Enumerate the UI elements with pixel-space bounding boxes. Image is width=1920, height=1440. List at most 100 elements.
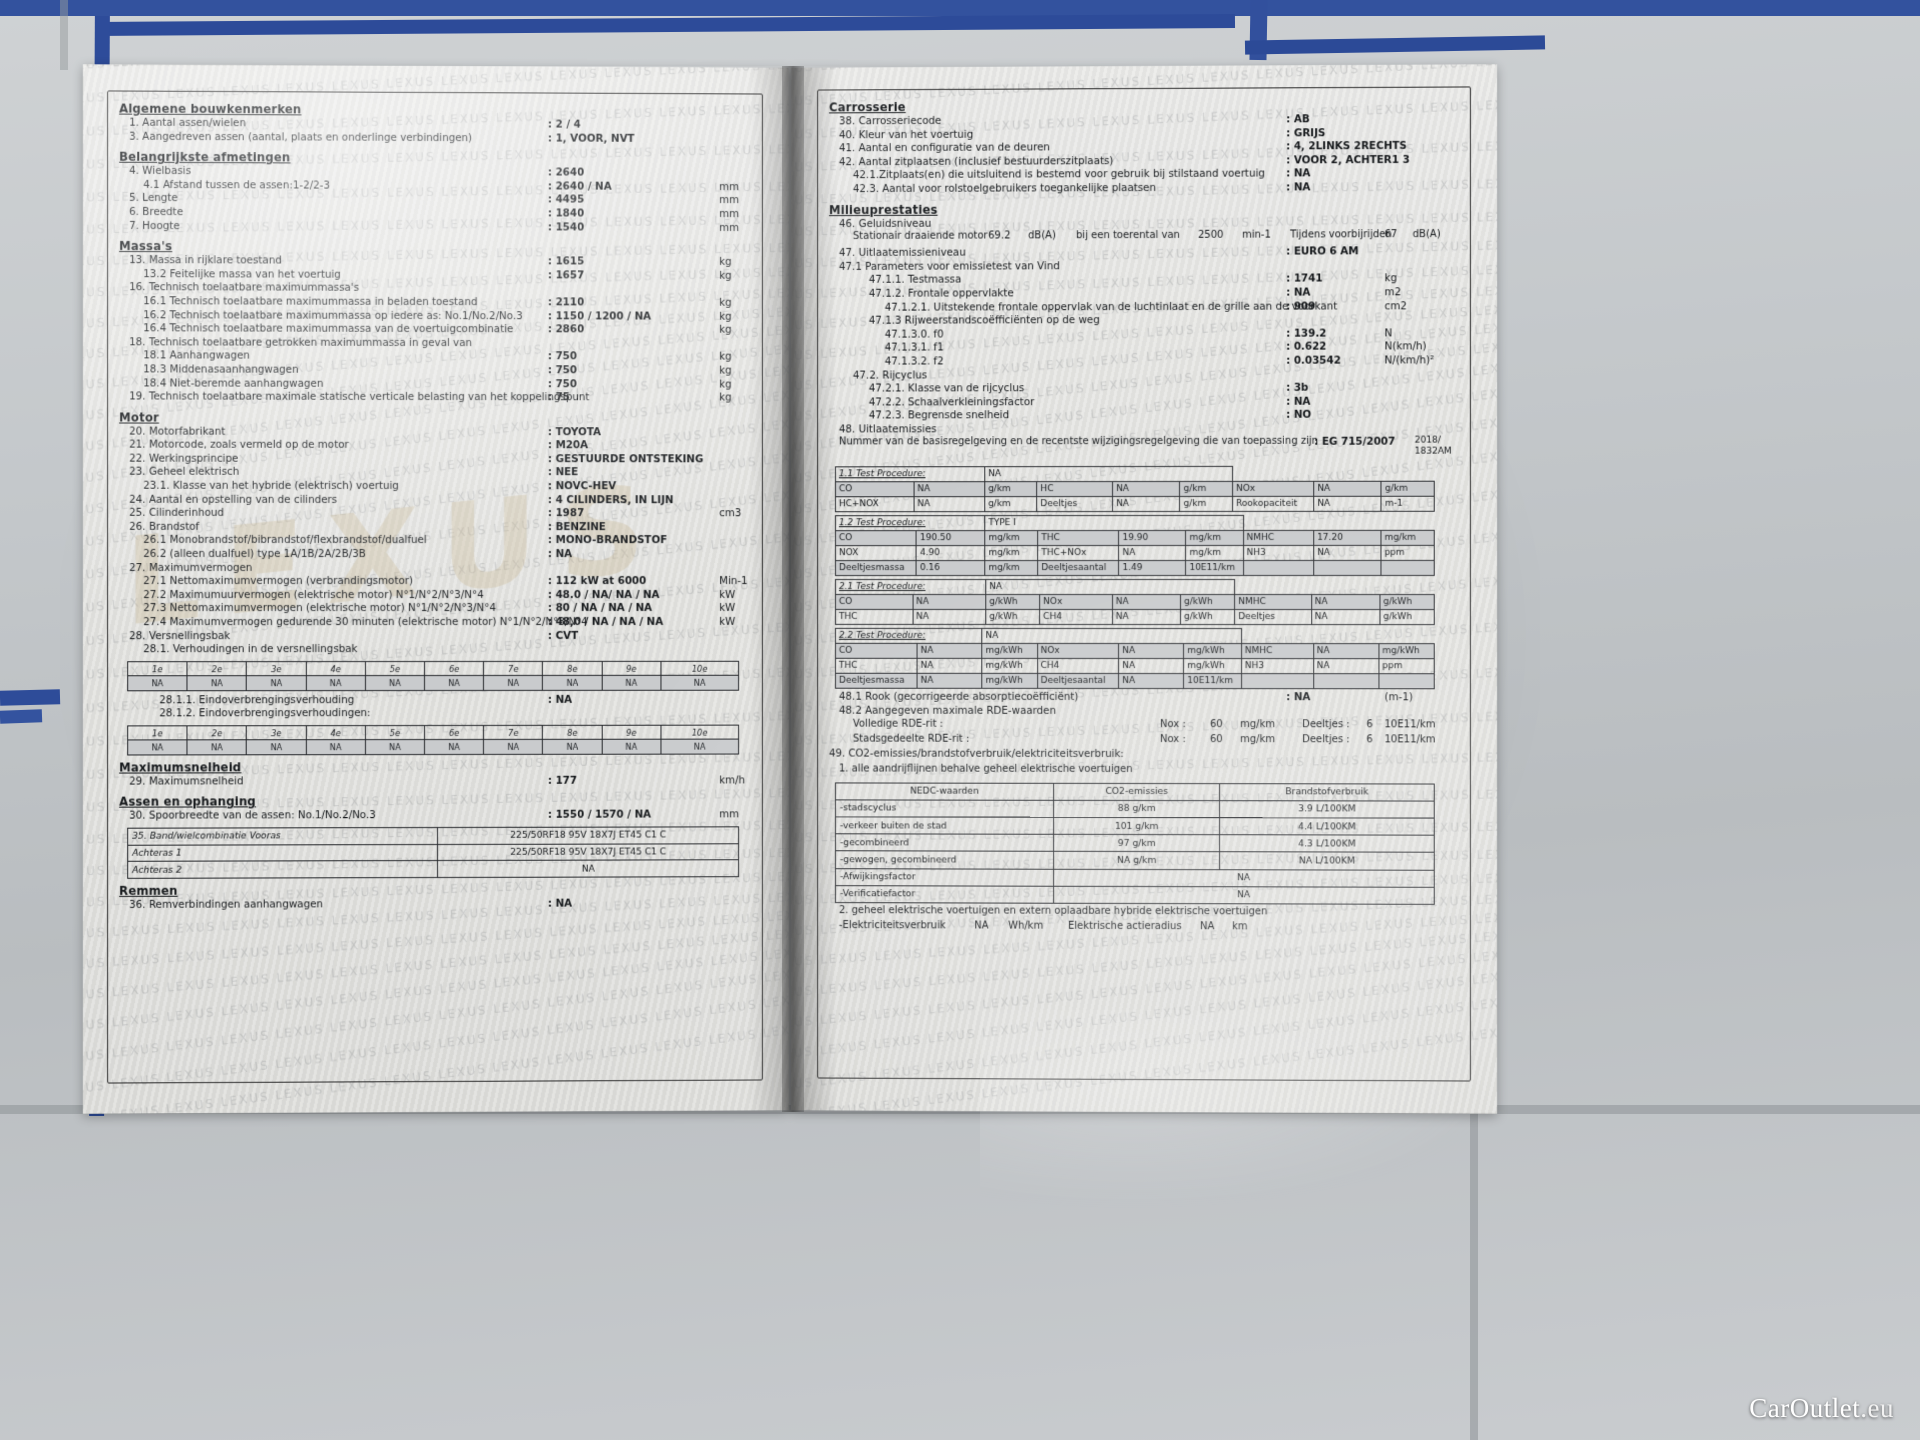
section-heading-environment: Milieuprestaties — [829, 202, 938, 217]
noise-driveby-unit: dB(A) — [1412, 229, 1441, 241]
spec-value: : NA — [547, 897, 573, 910]
spec-label: 36. Remverbindingen aanhangwagen — [129, 898, 323, 911]
emission-name: CO — [835, 594, 913, 610]
nedc-fuel: 3.9 L/100KM — [1219, 800, 1435, 819]
emission-name: CH4 — [1039, 609, 1113, 625]
emission-name: THC — [1037, 530, 1119, 547]
spec-value: : NA — [1286, 286, 1311, 299]
spec-label: 21. Motorcode, zoals vermeld op de motor — [129, 438, 349, 452]
table-row: THC NA mg/kWh CH4 NA mg/kWh NH3 NA ppm — [835, 658, 1435, 675]
tyre-wheel-table: 35. Band/wielcombinatie Vooras 225/50RF18… — [127, 826, 739, 879]
gear-value-cell: NA — [483, 739, 543, 754]
spec-label: 47.2.2. Schaalverkleiningsfactor — [868, 395, 1035, 409]
spec-unit: cm3 — [719, 507, 742, 520]
spec-unit: kg — [719, 296, 732, 309]
emission-name: NMHC — [1234, 594, 1312, 611]
emission-name: NOx — [1232, 481, 1314, 497]
spec-unit: kg — [719, 378, 732, 391]
open-booklet: LEXUS LEXUS LEXUS LEXUS LEXUS LEXUS LEXU… — [82, 64, 1498, 1114]
spec-value: : GRIJS — [1286, 126, 1326, 139]
spec-unit: kW — [719, 615, 736, 628]
emission-name: Deeltjesaantal — [1037, 673, 1119, 689]
table-row: -Afwijkingsfactor NA — [835, 868, 1435, 888]
gear-value-cell: NA — [187, 740, 247, 755]
gear-value-cell: NA — [246, 740, 306, 755]
emission-name: THC — [835, 658, 917, 674]
spec-value: : NO — [1286, 408, 1312, 422]
spec-value: : 0.622 — [1286, 340, 1327, 353]
rde-nox-label: Nox : — [1159, 733, 1186, 745]
gear-header-cell: 5e — [365, 725, 425, 740]
spec-value: : 1540 — [547, 220, 585, 234]
gear-header-cell: 3e — [246, 725, 306, 741]
spec-label: 6. Breedte — [129, 205, 184, 219]
nedc-co2: 88 g/km — [1053, 800, 1220, 818]
spec-value: : NA — [1286, 181, 1311, 194]
nedc-co2: 101 g/km — [1053, 817, 1220, 835]
emission-unit: g/kWh — [985, 609, 1040, 625]
nedc-factor-value: NA — [1053, 868, 1435, 888]
emission-value: NA — [916, 658, 983, 674]
booklet-spine — [782, 66, 804, 1112]
gear-ratio-table-1: 1e 2e 3e 4e 5e 6e 7e 8e 9e 10e NA NA NA NA NA NA NA NA NA N… — [127, 661, 739, 691]
gear-header-cell: 10e — [660, 661, 739, 676]
spec-value: : NEE — [547, 466, 579, 479]
table-row: -gecombineerd 97 g/km 4.3 L/100KM — [835, 834, 1435, 853]
section-heading-masses: Massa's — [119, 239, 173, 254]
spec-value: : TOYOTA — [547, 425, 601, 438]
spec-label: 19. Technisch toelaatbare maximale stati… — [129, 390, 590, 404]
gear-header-cell: 8e — [542, 661, 602, 676]
mass-rows: 13. Massa in rijklare toestand: 1615 kg 13… — [119, 254, 759, 406]
spec-label: 16.1 Technisch toelaatbare maximummassa … — [143, 295, 478, 309]
emission-value: 0.16 — [916, 561, 985, 576]
spec-value: : 1550 / 1570 / NA — [547, 808, 651, 821]
procedure-value: NA — [985, 579, 1235, 595]
spec-label: 5. Lengte — [129, 192, 178, 205]
spec-unit: km/h — [719, 773, 746, 787]
regulation-text: Nummer van de basisregelgeving en de rec… — [838, 436, 1319, 448]
gear-header-cell: 2e — [187, 725, 247, 741]
spec-value: : 1840 — [547, 207, 585, 220]
nedc-header: CO2-emissies — [1053, 782, 1220, 801]
spec-unit: mm — [719, 207, 740, 221]
spec-row: 47.1.3.1. f1: 0.622 N(km/h) — [829, 340, 1469, 357]
spec-unit: cm2 — [1384, 299, 1407, 312]
ev-range-unit: km — [1232, 921, 1248, 933]
emission-name: NH3 — [1243, 545, 1314, 561]
table-row: -verkeer buiten de stad 101 g/km 4.4 L/100… — [835, 816, 1435, 836]
emission-value: NA — [916, 673, 983, 689]
emission-table: 2.2 Test Procedure: NA CO NA mg/kWh NOx NA mg/k… — [835, 628, 1435, 690]
regulation-value: : EG 715/2007 — [1314, 436, 1396, 449]
gear-value-cell: NA — [424, 675, 484, 691]
tyre-value: 225/50RF18 95V 18X7J ET45 C1 C — [437, 826, 739, 844]
emission-name — [1243, 560, 1314, 576]
emission-name: Rookopaciteit — [1232, 496, 1314, 512]
spec-row: 7. Hoogte : 1540 mm — [119, 219, 759, 236]
emission-value: NA — [1313, 496, 1382, 512]
emission-value: 1.49 — [1118, 560, 1186, 576]
table-row: HC+NOX NA g/km Deeltjes NA g/km Rookopaciteit N… — [835, 496, 1435, 513]
spec-unit: N — [1384, 327, 1393, 340]
spec-value: : M20A — [547, 439, 588, 452]
gear-value-cell: NA — [365, 739, 425, 755]
gear-ratio-caption: 28.1.2. Eindoverbrengingsverhoudingen: — [159, 707, 371, 720]
emission-name: CH4 — [1037, 658, 1119, 674]
gear-value-cell: NA — [601, 675, 661, 690]
rde-pn-unit: 10E11/km — [1384, 733, 1436, 746]
spec-label: 23.1. Klasse van het hybride (elektrisch… — [143, 479, 399, 493]
spec-label: 1. Aantal assen/wielen — [129, 116, 246, 130]
gear-header-cell: 3e — [246, 661, 306, 677]
ev-range-value: NA — [1200, 921, 1215, 933]
table-row: 2.2 Test Procedure: NA — [835, 628, 1434, 645]
emission-name: HC — [1036, 481, 1113, 498]
gear-value-cell: NA — [660, 675, 739, 690]
emission-name: CO — [835, 643, 917, 659]
procedure-value: NA — [982, 628, 1242, 645]
body-rows: 38. Carrosseriecode: AB 40. Kleur van het… — [829, 113, 1469, 198]
ev-range-label: Elektrische actieradius — [1068, 920, 1182, 933]
gear-header-cell: 7e — [483, 725, 543, 740]
tyre-label: Achteras 1 — [127, 843, 438, 862]
emission-unit: mg/km — [1185, 545, 1244, 561]
spec-row: 27.1 Nettomaximumvermogen (verbrandingsm… — [119, 575, 759, 590]
emission-name: HC+NOX — [835, 497, 914, 513]
